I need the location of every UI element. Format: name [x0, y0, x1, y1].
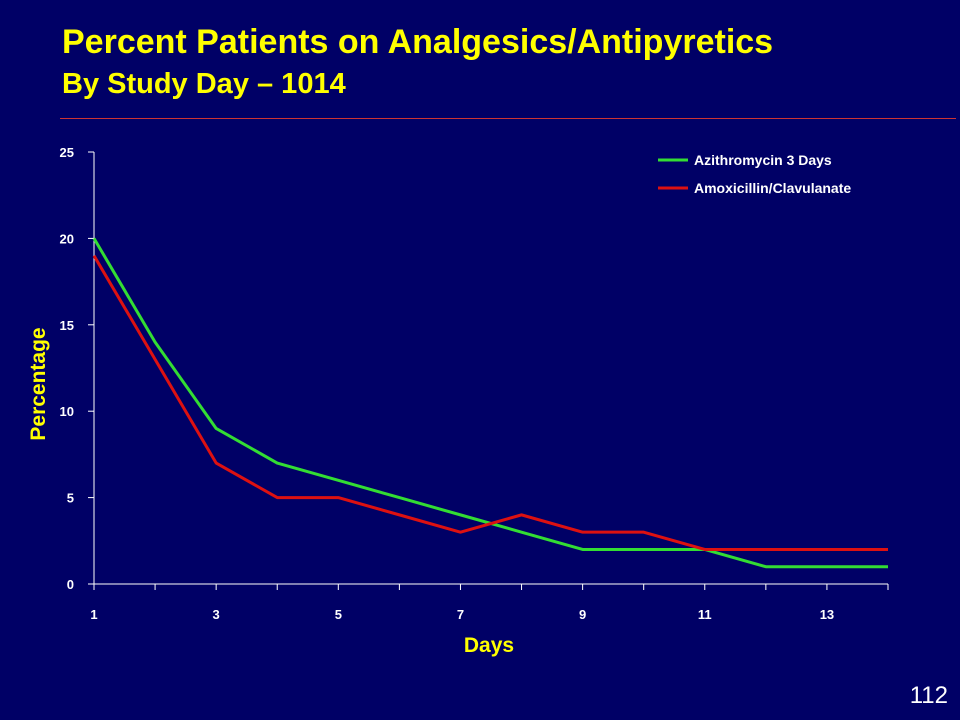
slide-subtitle: By Study Day – 1014 [62, 68, 346, 100]
x-tick-label: 3 [213, 607, 220, 622]
x-tick-label: 11 [698, 607, 712, 622]
slide-title-main: Percent Patients on Analgesics/Antipyret… [62, 23, 774, 61]
y-axis-label: Percentage [27, 327, 50, 440]
y-tick-label: 10 [60, 404, 74, 419]
y-tick-label: 20 [60, 231, 74, 246]
x-tick-label: 1 [90, 607, 97, 622]
x-tick-label: 7 [457, 607, 464, 622]
page-number: 112 [909, 682, 948, 709]
x-tick-label: 9 [579, 607, 586, 622]
x-tick-label: 5 [335, 607, 342, 622]
x-axis-label: Days [464, 634, 514, 657]
y-tick-label: 25 [60, 145, 74, 160]
y-tick-label: 0 [67, 577, 74, 592]
legend-label-1: Azithromycin 3 Days [694, 152, 832, 168]
series-line-1 [92, 237, 888, 569]
legend-label-2: Amoxicillin/Clavulanate [694, 180, 851, 196]
x-tick-label: 13 [820, 607, 834, 622]
series-line-2 [92, 254, 888, 551]
y-tick-label: 5 [67, 491, 74, 506]
slide-title: Percent Patients on Analgesics/Antipyret… [62, 20, 773, 104]
title-divider [60, 118, 956, 119]
y-tick-label: 15 [60, 318, 74, 333]
